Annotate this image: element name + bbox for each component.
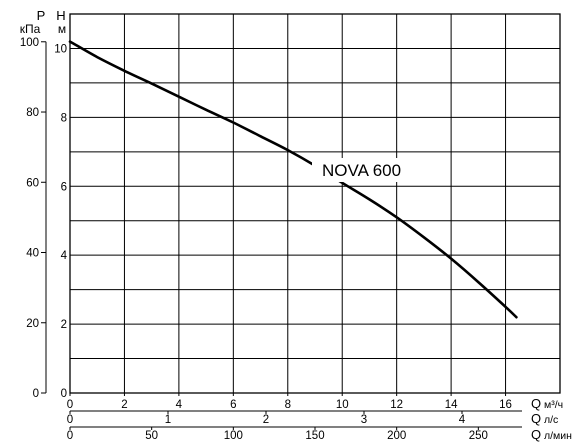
p-tick-label: 20 <box>26 318 39 330</box>
x-tick-label-ls: 1 <box>165 414 171 426</box>
p-axis-symbol: P <box>37 8 46 23</box>
x-tick-label-lmin: 250 <box>469 430 488 442</box>
x-tick-label-ls: 3 <box>361 414 367 426</box>
p-axis-unit: кПа <box>20 22 41 36</box>
plot-border <box>69 13 561 394</box>
x-tick-label-lmin: 200 <box>387 430 406 442</box>
x-tick-label-m3h: 0 <box>67 399 73 411</box>
x-tick-label-m3h: 8 <box>285 399 291 411</box>
x-axis-ls: 0 1 2 3 4 <box>67 410 522 426</box>
h-tick-label: 2 <box>61 319 67 331</box>
x-tick-label-lmin: 50 <box>145 430 158 442</box>
y-axis-pressure: 0 20 40 60 80 100 <box>20 37 47 400</box>
p-tick-label: 80 <box>26 107 39 119</box>
x-tick-label-m3h: 14 <box>445 399 458 411</box>
x-tick-label-m3h: 4 <box>176 399 183 411</box>
p-tick-label: 100 <box>20 37 39 49</box>
x-axis-m3h: 0 2 4 6 8 10 12 14 16 <box>67 393 512 411</box>
q-ls-axis-unit: л/с <box>544 414 558 426</box>
series-label-background <box>312 158 408 182</box>
x-tick-label-ls: 0 <box>67 414 73 426</box>
x-axis-lmin: 0 50 100 150 200 250 <box>67 426 522 442</box>
h-tick-label: 4 <box>61 250 68 262</box>
q-lmin-axis-unit: л/мин <box>544 430 572 442</box>
h-tick-label: 10 <box>54 43 67 55</box>
q-m3h-axis-unit: м³/ч <box>544 399 563 411</box>
h-tick-label: 0 <box>61 388 67 400</box>
q-lmin-axis-symbol: Q <box>531 427 541 442</box>
x-tick-label-lmin: 100 <box>224 430 243 442</box>
h-tick-label: 8 <box>61 112 67 124</box>
y-axis-head: 0 2 4 6 8 10 <box>54 43 67 400</box>
x-tick-label-m3h: 10 <box>336 399 349 411</box>
x-tick-label-m3h: 2 <box>121 399 127 411</box>
x-tick-label-m3h: 16 <box>499 399 512 411</box>
p-tick-label: 40 <box>26 248 39 260</box>
q-ls-axis-symbol: Q <box>531 411 541 426</box>
x-tick-label-m3h: 12 <box>390 399 403 411</box>
series-layer: NOVA 600 <box>68 40 518 319</box>
x-tick-label-ls: 4 <box>459 414 466 426</box>
h-axis-unit: м <box>58 22 66 36</box>
series-label-nova-600: NOVA 600 <box>322 161 401 180</box>
x-tick-label-m3h: 6 <box>230 399 236 411</box>
series-line-nova-600 <box>68 40 518 319</box>
h-tick-label: 6 <box>61 181 67 193</box>
p-tick-label: 60 <box>26 177 39 189</box>
x-tick-label-ls: 2 <box>263 414 269 426</box>
x-tick-label-lmin: 150 <box>305 430 324 442</box>
p-tick-label: 0 <box>33 388 39 400</box>
q-m3h-axis-symbol: Q <box>531 396 541 411</box>
h-axis-symbol: H <box>56 8 65 23</box>
x-tick-label-lmin: 0 <box>67 430 73 442</box>
